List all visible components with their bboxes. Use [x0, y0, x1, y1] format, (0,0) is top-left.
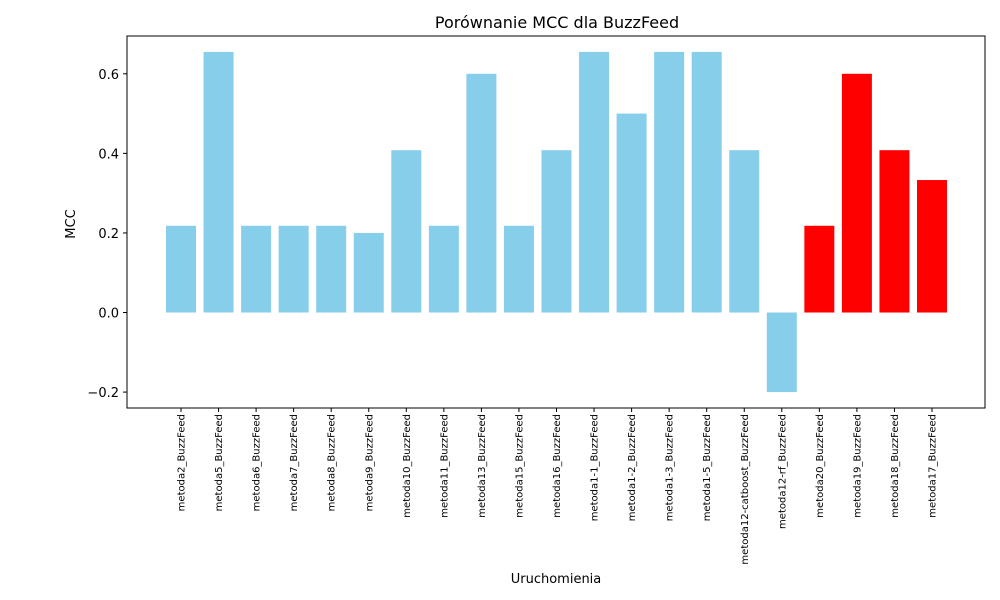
- y-axis-ticks: −0.2 0.0 0.2 0.4 0.6: [87, 68, 127, 401]
- bar: [541, 150, 572, 313]
- y-tick-label: 0.2: [98, 227, 119, 242]
- x-tick-label: metoda11_BuzzFeed: [439, 414, 450, 518]
- x-tick-label: metoda6_BuzzFeed: [252, 414, 263, 511]
- y-tick-label: −0.2: [87, 386, 119, 401]
- bar: [316, 225, 347, 313]
- bar: [503, 225, 534, 313]
- x-tick-label: metoda1-5_BuzzFeed: [702, 414, 713, 521]
- y-axis-title: MCC: [64, 209, 79, 238]
- x-tick-label: metoda12-catboost_BuzzFeed: [740, 414, 751, 565]
- bar: [241, 225, 272, 313]
- x-tick-label: metoda20_BuzzFeed: [815, 414, 826, 518]
- x-tick-label: metoda19_BuzzFeed: [852, 414, 863, 518]
- y-tick-label: 0.0: [98, 307, 119, 322]
- x-tick-label: metoda7_BuzzFeed: [289, 414, 300, 511]
- bar: [804, 225, 835, 313]
- x-tick-label: metoda5_BuzzFeed: [214, 414, 225, 511]
- x-axis-ticks: metoda2_BuzzFeed metoda5_BuzzFeed metoda6_…: [177, 408, 939, 565]
- bar: [841, 73, 872, 313]
- x-tick-label: metoda1-3_BuzzFeed: [665, 414, 676, 521]
- x-tick-label: metoda18_BuzzFeed: [890, 414, 901, 518]
- bar: [654, 51, 685, 313]
- bar: [391, 150, 422, 313]
- bar: [203, 51, 234, 313]
- bar: [766, 312, 797, 393]
- bar: [616, 113, 647, 313]
- bar: [166, 225, 196, 313]
- bar: [353, 232, 384, 313]
- x-tick-label: metoda2_BuzzFeed: [177, 414, 188, 511]
- chart-title: Porównanie MCC dla BuzzFeed: [435, 13, 679, 32]
- x-tick-label: metoda8_BuzzFeed: [327, 414, 338, 511]
- x-tick-label: metoda17_BuzzFeed: [928, 414, 939, 518]
- x-axis-title: Uruchomienia: [511, 572, 602, 587]
- bar: [729, 150, 760, 313]
- bar: [428, 225, 459, 313]
- x-tick-label: metoda9_BuzzFeed: [364, 414, 375, 511]
- x-tick-label: metoda1-2_BuzzFeed: [627, 414, 638, 521]
- y-tick-label: 0.4: [98, 147, 119, 162]
- y-tick-label: 0.6: [98, 68, 119, 83]
- x-tick-label: metoda13_BuzzFeed: [477, 414, 488, 518]
- bar: [579, 51, 610, 313]
- bars-layer: [166, 51, 947, 393]
- bar: [691, 51, 722, 313]
- x-tick-label: metoda16_BuzzFeed: [552, 414, 563, 518]
- x-tick-label: metoda10_BuzzFeed: [402, 414, 413, 518]
- x-tick-label: metoda15_BuzzFeed: [514, 414, 525, 518]
- bar: [879, 150, 910, 313]
- x-tick-label: metoda1-1_BuzzFeed: [590, 414, 601, 521]
- bar: [278, 225, 309, 313]
- plot-frame: [126, 35, 986, 409]
- x-tick-label: metoda12-rf_BuzzFeed: [777, 414, 788, 529]
- bar: [466, 73, 497, 313]
- bar: [917, 180, 947, 313]
